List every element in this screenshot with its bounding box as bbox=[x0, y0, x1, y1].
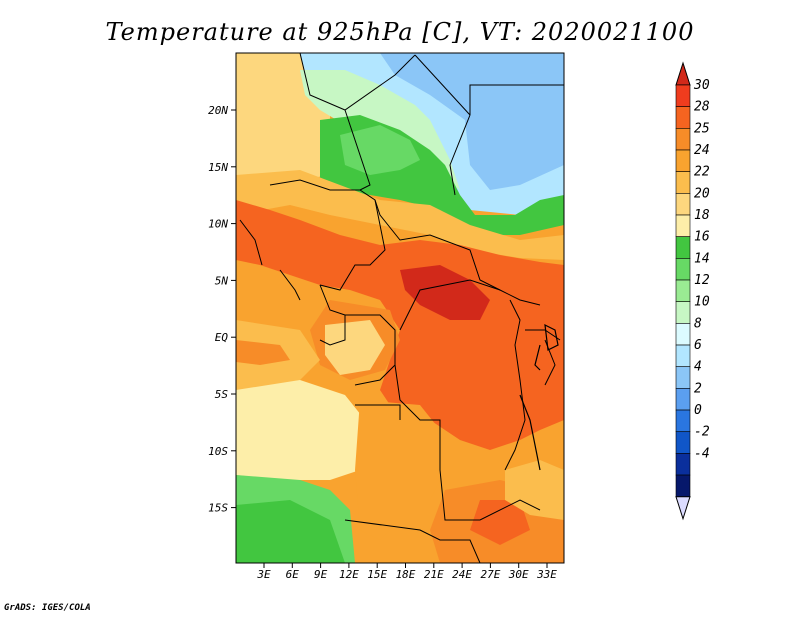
colorbar-label: 2 bbox=[694, 381, 702, 396]
colorbar-label: 25 bbox=[694, 121, 710, 136]
lon-label: 3E bbox=[256, 568, 271, 581]
colorbar-swatch bbox=[675, 474, 691, 498]
lat-label: 15N bbox=[208, 161, 228, 174]
map-title: Temperature at 925hPa [C], VT: 202002110… bbox=[105, 18, 695, 46]
colorbar-swatch bbox=[675, 431, 691, 454]
colorbar-label: 20 bbox=[694, 186, 710, 201]
colorbar-swatch bbox=[675, 171, 691, 194]
colorbar-label: 6 bbox=[694, 338, 702, 353]
colorbar-swatch bbox=[675, 258, 691, 281]
lon-label: 9E bbox=[314, 568, 328, 581]
colorbar-swatch bbox=[675, 84, 691, 107]
temperature-field bbox=[236, 53, 564, 563]
lake-outlines bbox=[519, 323, 559, 471]
colorbar-bottom-arrow bbox=[675, 496, 691, 521]
colorbar-swatch bbox=[675, 106, 691, 129]
colorbar-label: -2 bbox=[694, 425, 710, 440]
lon-label: 18E bbox=[396, 568, 416, 581]
colorbar-label: 16 bbox=[694, 230, 710, 245]
country-borders bbox=[239, 53, 564, 563]
colorbar-swatch bbox=[675, 409, 691, 433]
colorbar-label: 24 bbox=[694, 143, 710, 158]
colorbar-swatch bbox=[675, 279, 691, 302]
lon-label: 33E bbox=[536, 568, 557, 581]
lon-label: 24E bbox=[452, 568, 472, 581]
lon-label: 30E bbox=[508, 568, 529, 581]
lat-label: 5N bbox=[215, 274, 229, 287]
grads-credit: GrADS: IGES/COLA bbox=[4, 603, 91, 613]
lat-label: EQ bbox=[215, 331, 229, 344]
colorbar-label: 30 bbox=[693, 78, 710, 93]
colorbar-swatch bbox=[675, 301, 691, 324]
colorbar-swatch bbox=[675, 193, 691, 216]
colorbar-swatch bbox=[675, 453, 691, 476]
lon-label: 15E bbox=[367, 568, 387, 581]
lat-label: 15S bbox=[208, 502, 228, 515]
lat-label: 10N bbox=[208, 218, 228, 231]
colorbar-label: 8 bbox=[694, 316, 702, 331]
colorbar-swatch bbox=[675, 149, 691, 172]
colorbar-swatch bbox=[675, 214, 691, 237]
colorbar-swatch bbox=[675, 323, 691, 346]
colorbar-label: 0 bbox=[694, 403, 702, 418]
colorbar-label: 18 bbox=[694, 208, 710, 223]
colorbar-swatch bbox=[675, 236, 691, 259]
colorbar-swatch bbox=[675, 128, 691, 151]
colorbar-label: 22 bbox=[694, 165, 710, 180]
colorbar-swatch bbox=[675, 366, 691, 389]
lon-label: 21E bbox=[424, 568, 444, 581]
colorbar-label: 14 bbox=[694, 251, 710, 266]
lat-label: 5S bbox=[215, 388, 229, 401]
latitude-axis: 20N 15N 10N 5N EQ 5S 10S 15S bbox=[208, 104, 236, 515]
colorbar-label: 4 bbox=[694, 360, 702, 375]
longitude-axis: 3E 6E 9E 12E 15E 18E 21E 24E 27E 30E 33E bbox=[256, 563, 557, 581]
lon-label: 27E bbox=[480, 568, 500, 581]
colorbar-label: 10 bbox=[694, 295, 710, 310]
colorbar-swatch bbox=[675, 388, 691, 411]
colorbar-label: -4 bbox=[694, 446, 710, 461]
lon-label: 6E bbox=[286, 568, 300, 581]
lon-label: 12E bbox=[339, 568, 359, 581]
colorbar-label: 28 bbox=[694, 100, 710, 115]
lat-label: 20N bbox=[208, 104, 228, 117]
colorbar-swatch bbox=[675, 344, 691, 368]
map-frame bbox=[235, 52, 565, 564]
lat-label: 10S bbox=[208, 445, 228, 458]
colorbar-top-arrow bbox=[675, 61, 691, 86]
colorbar-label: 12 bbox=[694, 273, 710, 288]
